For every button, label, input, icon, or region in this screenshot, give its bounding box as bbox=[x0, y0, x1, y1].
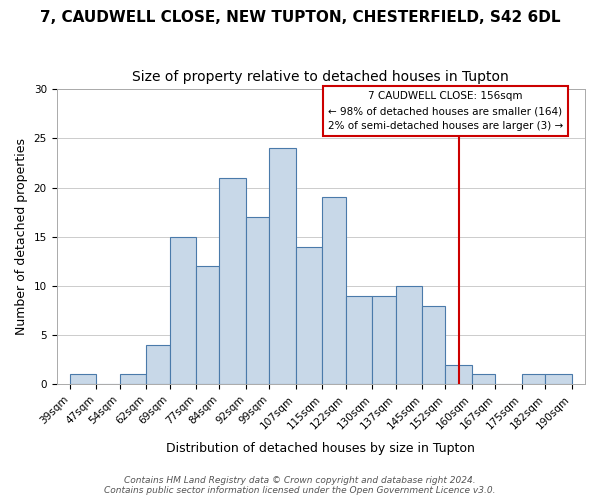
Bar bbox=[445, 364, 472, 384]
Bar bbox=[146, 345, 170, 385]
Bar bbox=[372, 296, 395, 384]
Bar bbox=[119, 374, 146, 384]
Bar bbox=[220, 178, 246, 384]
Bar bbox=[522, 374, 545, 384]
X-axis label: Distribution of detached houses by size in Tupton: Distribution of detached houses by size … bbox=[166, 442, 475, 455]
Bar bbox=[296, 246, 322, 384]
Bar bbox=[246, 217, 269, 384]
Text: Contains HM Land Registry data © Crown copyright and database right 2024.
Contai: Contains HM Land Registry data © Crown c… bbox=[104, 476, 496, 495]
Bar bbox=[322, 198, 346, 384]
Bar bbox=[269, 148, 296, 384]
Title: Size of property relative to detached houses in Tupton: Size of property relative to detached ho… bbox=[133, 70, 509, 84]
Bar bbox=[70, 374, 97, 384]
Text: 7 CAUDWELL CLOSE: 156sqm
← 98% of detached houses are smaller (164)
2% of semi-d: 7 CAUDWELL CLOSE: 156sqm ← 98% of detach… bbox=[328, 92, 563, 131]
Bar bbox=[395, 286, 422, 384]
Bar bbox=[170, 237, 196, 384]
Bar bbox=[422, 306, 445, 384]
Bar bbox=[196, 266, 220, 384]
Bar bbox=[472, 374, 495, 384]
Y-axis label: Number of detached properties: Number of detached properties bbox=[15, 138, 28, 336]
Text: 7, CAUDWELL CLOSE, NEW TUPTON, CHESTERFIELD, S42 6DL: 7, CAUDWELL CLOSE, NEW TUPTON, CHESTERFI… bbox=[40, 10, 560, 25]
Bar bbox=[545, 374, 572, 384]
Bar bbox=[346, 296, 372, 384]
